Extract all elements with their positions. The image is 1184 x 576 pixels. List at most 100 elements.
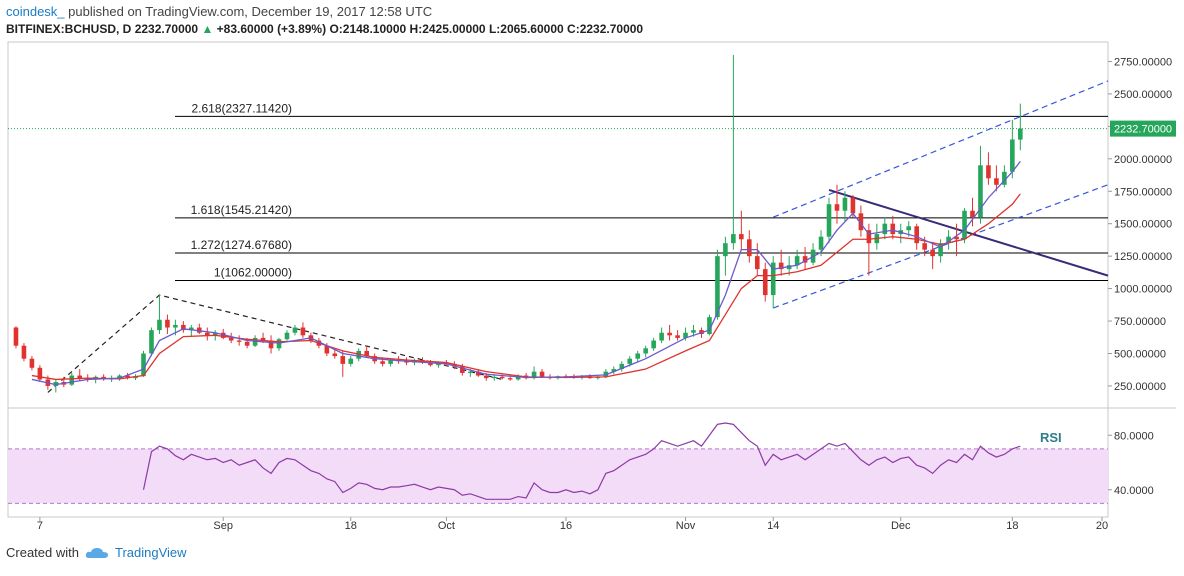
candle-body xyxy=(818,236,824,250)
price-tag-background xyxy=(1110,120,1176,137)
candle-body xyxy=(77,375,83,379)
price-tick-label: 2000.00000 xyxy=(1114,154,1172,166)
candle-body xyxy=(978,165,983,218)
candle-body xyxy=(762,269,768,296)
time-tick-label: 20 xyxy=(1096,520,1108,532)
high-label: H: xyxy=(409,22,423,36)
candle-body xyxy=(778,262,784,270)
last-price: 2232.70000 xyxy=(134,22,199,36)
candle-body xyxy=(499,376,505,379)
candle-body xyxy=(125,375,130,379)
candle-body xyxy=(244,341,250,346)
price-change: +83.60000 (+3.89%) xyxy=(216,22,327,36)
price-tick-label: 750.00000 xyxy=(1114,316,1166,328)
candle-body xyxy=(204,332,210,336)
candle-body xyxy=(157,319,162,331)
fib-level-label: 1.618(1545.21420) xyxy=(191,203,292,217)
low-value: 2065.60000 xyxy=(500,22,564,36)
candle-body xyxy=(452,363,457,367)
candle-body xyxy=(834,204,840,211)
candle-body xyxy=(324,345,330,354)
published-text: published on TradingView.com, December 1… xyxy=(68,4,433,19)
price-tick-label: 1500.00000 xyxy=(1114,219,1172,231)
candle-body xyxy=(348,358,354,364)
rsi-tick-label: 40.0000 xyxy=(1114,485,1154,497)
candle-body xyxy=(754,256,760,270)
time-axis-group[interactable]: 7 Sep 18 Oct 16 Nov 14 Dec 18 20 xyxy=(37,517,1108,532)
candle-body xyxy=(643,348,648,354)
candle-body xyxy=(284,332,290,340)
candle-body xyxy=(707,317,712,335)
candle-body xyxy=(914,226,919,244)
time-tick-label: Dec xyxy=(891,520,911,532)
candle-body xyxy=(531,371,537,379)
candle-body xyxy=(906,226,912,231)
tradingview-link[interactable]: TradingView xyxy=(114,545,187,560)
candle-body xyxy=(954,236,959,240)
candle-body xyxy=(723,243,728,257)
time-tick-label: 18 xyxy=(345,520,357,532)
rsi-tick-label: 80.0000 xyxy=(1114,430,1154,442)
price-tick-label: 1000.00000 xyxy=(1114,284,1172,296)
candle-body xyxy=(930,249,935,257)
candle-body xyxy=(37,367,43,380)
candle-body xyxy=(994,178,999,185)
candle-body xyxy=(866,230,872,244)
fib-level-label: 2.618(2327.11420) xyxy=(191,101,292,115)
time-tick-label: 7 xyxy=(37,520,43,532)
candle-body xyxy=(739,234,744,240)
candle-body xyxy=(802,256,808,263)
candle-body xyxy=(332,353,338,357)
price-tick-label: 1250.00000 xyxy=(1114,251,1172,263)
candle-body xyxy=(890,223,896,235)
plot-frame xyxy=(7,41,1109,518)
candle-body xyxy=(165,319,170,328)
ma-slow-line xyxy=(31,193,1021,381)
candle-body xyxy=(468,371,473,373)
candle-body xyxy=(794,256,800,266)
channel-upper-line xyxy=(772,80,1109,218)
candle-body xyxy=(29,358,35,368)
time-tick-label: 14 xyxy=(767,520,779,532)
created-with-text: Created with xyxy=(6,545,79,560)
price-tick-label: 500.00000 xyxy=(1114,348,1166,360)
candle-body xyxy=(292,327,298,333)
moving-averages-group xyxy=(31,161,1021,386)
fib-level-label: 1.272(1274.67680) xyxy=(191,238,292,252)
last-price-value: 2232.70000 xyxy=(1114,124,1172,136)
candle-body xyxy=(483,375,489,379)
symbol-info: BITFINEX:BCHUSD, D 2232.70000 ▲ +83.6000… xyxy=(6,22,643,36)
open-value: 2148.10000 xyxy=(342,22,407,36)
time-tick-label: Sep xyxy=(213,520,233,532)
candle-body xyxy=(986,165,991,179)
low-label: L: xyxy=(488,22,501,36)
fib-level-label: 1(1062.00000) xyxy=(214,266,292,280)
candle-body xyxy=(228,337,234,341)
candle-body xyxy=(715,256,720,318)
candle-body xyxy=(1002,171,1007,185)
candle-body xyxy=(922,243,927,250)
candle-body xyxy=(826,204,832,237)
candle-body xyxy=(475,371,481,376)
candle-body xyxy=(149,330,154,354)
open-label: O: xyxy=(329,22,343,36)
publish-info: coindesk_ published on TradingView.com, … xyxy=(6,4,432,19)
publisher-name[interactable]: coindesk_ xyxy=(6,4,65,19)
candle-body xyxy=(212,332,218,336)
cloud-icon xyxy=(85,547,108,558)
up-arrow-icon: ▲ xyxy=(201,22,214,36)
candle-body xyxy=(667,332,672,336)
candle-body xyxy=(388,359,393,364)
candle-body xyxy=(659,332,664,341)
candle-body xyxy=(747,239,752,257)
candle-body xyxy=(69,375,75,385)
close-label: C: xyxy=(567,22,580,36)
price-tick-label: 250.00000 xyxy=(1114,381,1166,393)
symbol-name[interactable]: BITFINEX:BCHUSD, D xyxy=(6,22,132,36)
rsi-line xyxy=(142,422,1021,500)
candle-body xyxy=(651,340,656,349)
candle-body xyxy=(842,197,848,211)
candle-body xyxy=(380,361,385,364)
